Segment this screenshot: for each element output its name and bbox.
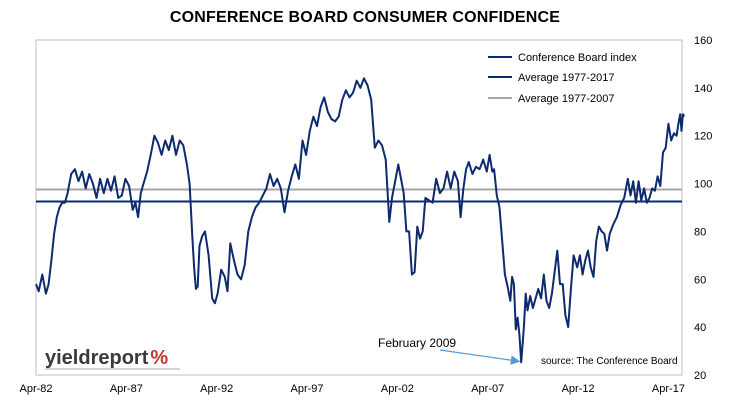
y-tick-label: 160: [694, 35, 712, 47]
x-tick-label: Apr-17: [652, 383, 685, 395]
y-tick-label: 120: [694, 131, 712, 143]
y-tick-label: 80: [694, 226, 706, 238]
chart-title: CONFERENCE BOARD CONSUMER CONFIDENCE: [169, 9, 561, 26]
y-tick-label: 20: [694, 370, 706, 382]
y-tick-label: 40: [694, 322, 706, 334]
legend-label-average-1977-2007: Average 1977-2007: [518, 93, 614, 105]
y-tick-label: 60: [694, 274, 706, 286]
x-tick-label: Apr-07: [471, 383, 504, 395]
x-tick-label: Apr-02: [381, 383, 414, 395]
x-tick-label: Apr-92: [200, 383, 233, 395]
annotation-arrow: [439, 349, 521, 365]
yieldreport-logo: yieldreport%: [45, 347, 180, 370]
logo-percent-symbol: %: [150, 347, 168, 369]
x-tick-label: Apr-82: [19, 383, 52, 395]
annotation-label: February 2009: [378, 336, 456, 350]
svg-text:yieldreport%: yieldreport%: [45, 347, 168, 369]
source-note: source: The Conference Board: [541, 356, 678, 367]
average-lines: [36, 188, 682, 203]
x-tick-label: Apr-12: [562, 383, 595, 395]
x-tick-label: Apr-97: [291, 383, 324, 395]
series-line-conference-board-index: [35, 77, 686, 364]
y-axis-ticks: 20 40 60 80 100 120 140 160: [694, 35, 712, 382]
legend-label-conference-board-index: Conference Board index: [518, 52, 637, 64]
x-axis-ticks: Apr-82 Apr-87 Apr-92 Apr-97 Apr-02 Apr-07 Apr-…: [19, 383, 684, 395]
logo-text: yieldreport: [45, 347, 149, 369]
y-tick-label: 100: [694, 179, 712, 191]
x-tick-label: Apr-87: [110, 383, 143, 395]
plot-frame: [35, 39, 683, 376]
y-tick-label: 140: [694, 83, 712, 95]
legend-label-average-1977-2017: Average 1977-2017: [518, 72, 614, 84]
legend: Conference Board index Average 1977-2017…: [488, 52, 637, 105]
